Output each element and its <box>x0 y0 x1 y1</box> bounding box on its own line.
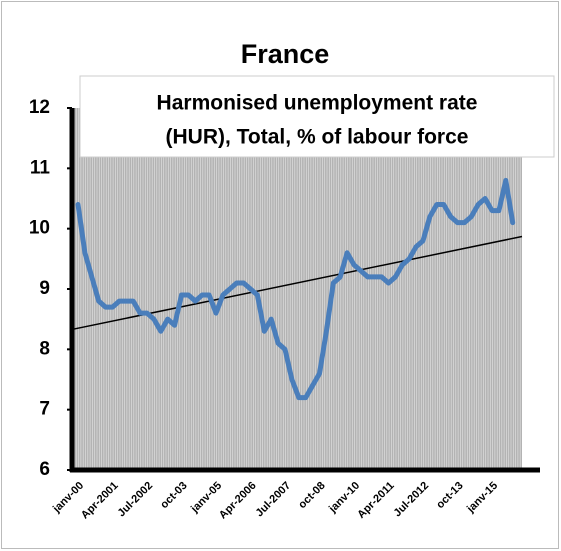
subtitle: (HUR), Total, % of labour force <box>166 126 469 149</box>
y-tick-label: 7 <box>39 399 50 420</box>
data-line <box>75 177 516 401</box>
subtitle: Harmonised unemployment rate <box>157 92 478 115</box>
y-tick-label: 6 <box>39 459 50 480</box>
y-tick-label: 11 <box>30 157 51 178</box>
y-tick-label: 8 <box>39 338 50 359</box>
chart-title: France <box>241 39 330 69</box>
subtitle-box <box>79 75 555 158</box>
vertical-grid <box>73 108 521 470</box>
y-tick-label: 10 <box>29 218 50 239</box>
y-tick-label: 12 <box>29 97 50 118</box>
y-tick-label: 9 <box>39 278 50 299</box>
